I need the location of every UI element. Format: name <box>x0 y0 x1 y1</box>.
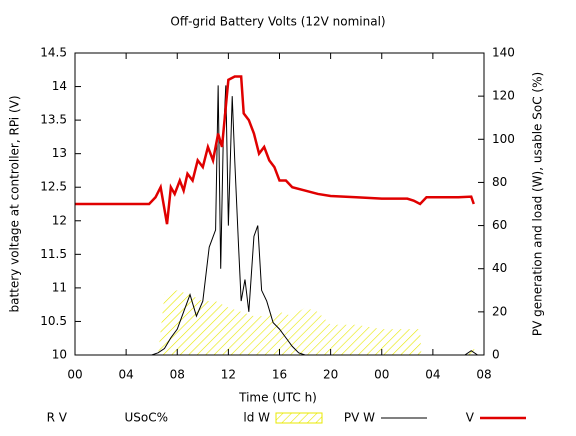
x-axis-label: Time (UTC h) <box>238 391 317 405</box>
line <box>75 75 475 225</box>
x-tick-label: 08 <box>170 368 185 382</box>
x-tick-label: 00 <box>67 368 82 382</box>
x-tick-label: 16 <box>272 368 287 382</box>
y2-tick-label: 60 <box>492 218 507 232</box>
y-tick-label: 12.5 <box>40 180 67 194</box>
y-tick-label: 13 <box>52 146 67 160</box>
y-tick-label: 10 <box>52 348 67 362</box>
x-tick-label: 12 <box>221 368 236 382</box>
area <box>158 290 478 355</box>
y2-tick-label: 140 <box>492 46 515 60</box>
y-tick-label: 11 <box>52 280 67 294</box>
y2-tick-label: 100 <box>492 132 515 146</box>
y-tick-label: 14.5 <box>40 46 67 60</box>
y-tick-label: 11.5 <box>40 247 67 261</box>
y2-axis-label: PV generation and load (W), usable SoC (… <box>531 72 545 336</box>
x-tick-label: 00 <box>374 368 389 382</box>
x-tick-label: 20 <box>323 368 338 382</box>
legend-swatch <box>275 412 323 424</box>
x-tick-label: 04 <box>118 368 133 382</box>
y-axis-label: battery voltage at controller, RPi (V) <box>8 95 22 312</box>
y-tick-label: 13.5 <box>40 113 67 127</box>
x-tick-label: 08 <box>476 368 491 382</box>
legend-label: V <box>466 411 475 425</box>
legend-label: R V <box>47 411 68 425</box>
legend-label: PV W <box>344 411 375 425</box>
y-tick-label: 10.5 <box>40 314 67 328</box>
y2-tick-label: 40 <box>492 261 507 275</box>
y2-tick-label: 120 <box>492 89 515 103</box>
legend-label: ld W <box>243 411 270 425</box>
y-tick-label: 14 <box>52 79 67 93</box>
legend-label: USoC% <box>124 411 168 425</box>
chart-title: Off-grid Battery Volts (12V nominal) <box>170 15 385 29</box>
y2-tick-label: 0 <box>492 348 500 362</box>
y2-tick-label: 20 <box>492 304 507 318</box>
y-tick-label: 12 <box>52 213 67 227</box>
y2-tick-label: 80 <box>492 175 507 189</box>
x-tick-label: 04 <box>425 368 440 382</box>
line <box>75 85 478 356</box>
